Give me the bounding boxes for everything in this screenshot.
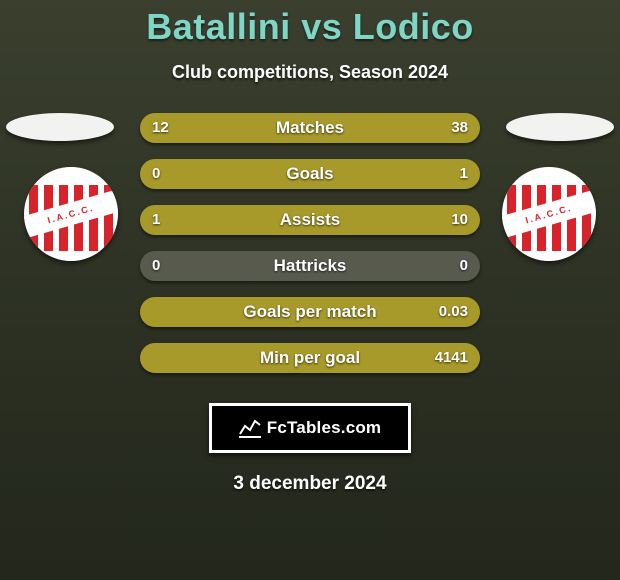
comparison-stage: I.A.C.C. I.A.C.C. 1238Matches01Goals110A… bbox=[0, 113, 620, 495]
brand-text: FcTables.com bbox=[267, 418, 382, 438]
page-title: Batallini vs Lodico bbox=[0, 0, 620, 48]
date-label: 3 december 2024 bbox=[0, 473, 620, 495]
brand-box[interactable]: FcTables.com bbox=[209, 403, 411, 453]
chart-icon bbox=[239, 418, 261, 438]
page-subtitle: Club competitions, Season 2024 bbox=[0, 62, 620, 83]
